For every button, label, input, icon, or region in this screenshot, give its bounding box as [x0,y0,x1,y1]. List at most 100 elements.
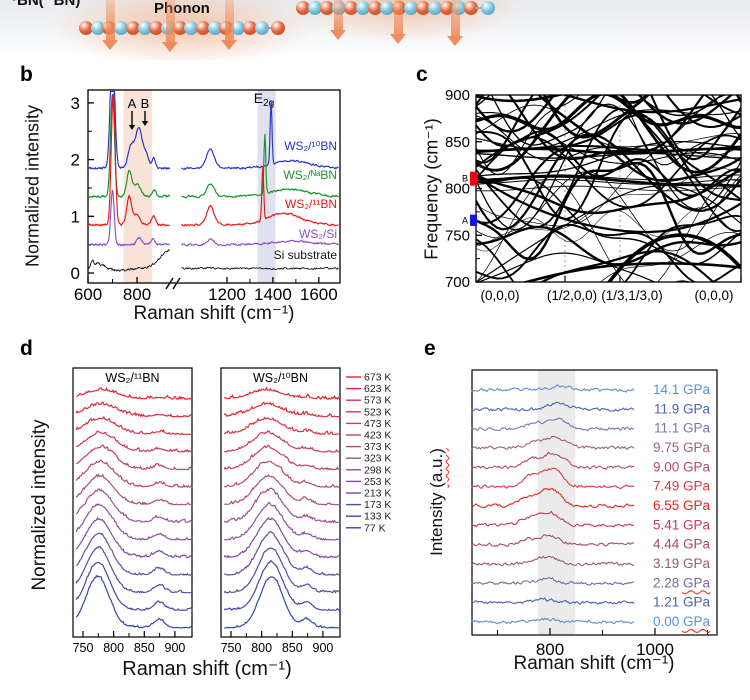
pressure-curve [470,576,635,586]
pressure-curve [471,384,635,393]
temperature-curve [223,444,341,471]
phonon-band [476,103,741,231]
panel-b-letter: b [20,63,33,86]
panel-b-xlabel: Raman shift (cm⁻¹) [133,303,295,324]
y-tick-label: 0 [71,264,80,283]
x-tick-label: 800 [536,640,564,659]
pressure-label: 3.19 GPa [653,556,711,571]
annotation-arrowhead [141,121,149,126]
phonon-band [476,70,741,71]
temperature-curve [75,401,193,418]
bond-line [475,7,483,9]
phonon-arrow-icon [390,0,406,44]
flat-phonon-band [476,145,741,152]
bands-group [476,70,741,282]
boron-atom [271,21,286,35]
panel-e-letter: e [424,337,436,360]
nitrogen-atom [308,1,322,15]
temperature-curve [75,574,193,629]
temperature-curve [75,415,193,435]
axis-frame [72,367,193,638]
phonon-band [600,231,741,282]
phonon-arrow-head [330,30,346,40]
y-tick-label: 900 [445,87,470,104]
mode-marker [470,214,477,226]
temperature-curve [223,386,341,400]
boron-atom [368,1,382,15]
phonon-band [476,95,741,176]
x-tick-label: 800 [103,641,124,655]
temperature-curve [75,488,193,523]
temperature-curve [224,530,341,576]
legend-label: 473 K [364,418,391,430]
temperature-curve [75,503,193,541]
isotope-label: ¹⁰BN(¹¹BN) [6,0,81,9]
axis-frame [220,367,341,638]
panel-d-xlabel: Raman shift (cm⁻¹) [122,658,292,680]
phonon-band [476,95,741,132]
subplot-title: WS₂/¹¹BN [105,371,159,385]
peak-annotation: A [128,96,137,111]
temperature-curve [75,545,193,594]
nitrogen-atom [428,1,442,15]
phonon-band [539,250,715,282]
boron-atom [242,21,257,35]
pressure-label: 11.9 GPa [654,401,711,416]
boron-atom [344,1,358,15]
phonon-arrow-icon [447,0,463,46]
pressure-curve [470,534,635,548]
phonon-arrow-head [447,36,463,46]
temperature-curve [223,516,341,559]
phonon-arrow-shaft [165,0,175,42]
legend-label: 673 K [364,372,391,384]
legend-label: 133 K [364,511,391,523]
kpoint-label: (1/2,0,0) [547,288,597,303]
phonon-arrow-head [221,40,237,50]
spectrum-curve [181,266,339,271]
nitrogen-atom [231,21,246,35]
phonon-band [476,95,741,129]
peak-annotation: B [141,96,150,111]
legend-label: 523 K [364,406,391,418]
phonon-arrow-shaft [333,0,343,30]
legend-label: 213 K [364,488,391,500]
phonon-arrow-icon [102,0,118,50]
kpoint-label: (0,0,0) [480,288,519,303]
y-tick-label: 1 [71,207,80,226]
phonon-arrow-shaft [224,0,234,40]
pressure-curve [470,435,635,451]
pressure-curve [470,401,635,412]
boron-atom [464,1,478,15]
phonon-band [476,175,741,234]
pressure-label: 11.1 GPa [654,421,711,436]
spellcheck-squiggle [681,628,711,633]
phonon-band [476,177,741,266]
boron-atom [79,21,93,35]
flat-phonon-band [476,185,741,192]
phonon-band [476,225,741,266]
pressure-curve [470,555,635,567]
e2g-subscript: 2g [263,98,274,109]
axis-break-mark [172,277,181,290]
highlight-band [537,370,576,635]
series-label: Si substrate [274,248,338,262]
temperature-curve [76,532,193,576]
spectrum-curve [88,90,171,170]
temperature-curve [75,561,193,611]
phonon-band [476,179,741,282]
legend-label: 298 K [364,464,391,476]
nitrogen-atom [137,21,152,35]
legend-label: 373 K [364,441,391,453]
phonon-band [476,161,741,261]
phonon-band [476,140,741,177]
y-tick-label: 2 [71,151,80,170]
x-tick-label: 600 [74,285,102,304]
phonon-band [476,95,565,103]
temperature-curve [224,576,341,629]
series-label: WS₂/¹⁰BN [284,139,337,153]
y-tick-label: 850 [445,134,470,151]
boron-atom [320,1,334,15]
spectrum-curve [181,238,339,247]
phonon-arrow-shaft [105,0,115,40]
spectrum-curve [87,94,171,199]
